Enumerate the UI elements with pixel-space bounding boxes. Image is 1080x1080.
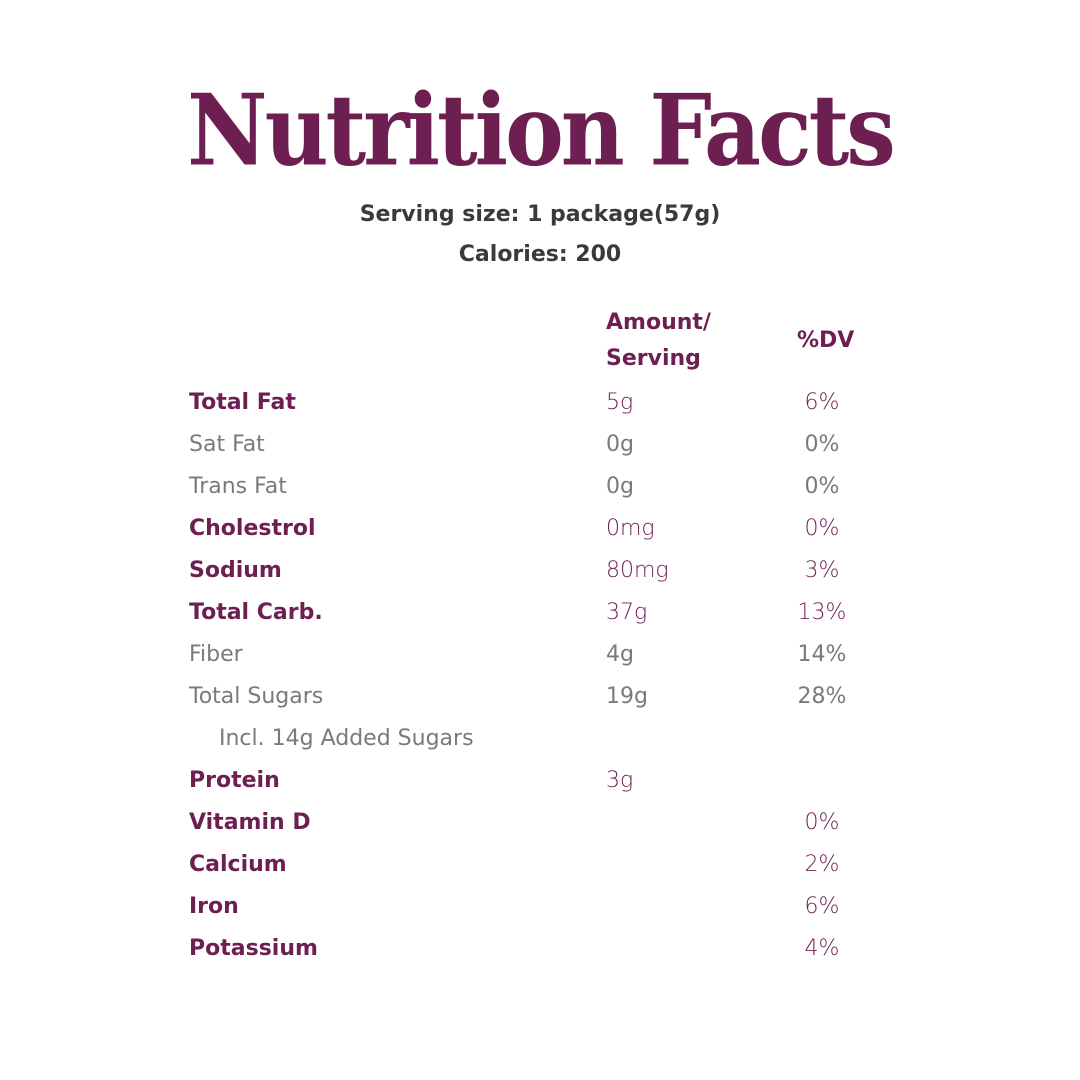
table-row: Iron 6% (0, 886, 1080, 928)
nutrient-label: Sat Fat (189, 432, 265, 457)
nutrient-label: Trans Fat (189, 474, 287, 499)
amount-header-line2: Serving (606, 346, 701, 371)
nutrient-label: Vitamin D (189, 810, 311, 835)
table-row: Cholestrol 0mg 0% (0, 508, 1080, 550)
dv-value: 2% (804, 852, 840, 877)
table-row: Total Sugars 19g 28% (0, 676, 1080, 718)
amount-value: 0g (606, 432, 634, 457)
dv-value: 0% (804, 432, 840, 457)
table-row: Total Fat 5g 6% (0, 382, 1080, 424)
table-row: Trans Fat 0g 0% (0, 466, 1080, 508)
dv-value: 0% (804, 810, 840, 835)
amount-value: 5g (606, 390, 634, 415)
nutrient-label: Iron (189, 894, 239, 919)
nutrient-label: Protein (189, 768, 280, 793)
table-row: Total Carb. 37g 13% (0, 592, 1080, 634)
amount-value: 3g (606, 768, 634, 793)
dv-value: 3% (804, 558, 840, 583)
dv-value: 13% (797, 600, 847, 625)
nutrient-label: Calcium (189, 852, 287, 877)
serving-size: Serving size: 1 package(57g) (359, 202, 721, 227)
nutrient-label: Sodium (189, 558, 282, 583)
dv-value: 0% (804, 474, 840, 499)
dv-value: 0% (804, 516, 840, 541)
table-row: Sat Fat 0g 0% (0, 424, 1080, 466)
dv-value: 4% (804, 936, 840, 961)
table-row: Sodium 80mg 3% (0, 550, 1080, 592)
amount-value: 80mg (606, 558, 669, 583)
table-row: Calcium 2% (0, 844, 1080, 886)
table-row: Vitamin D 0% (0, 802, 1080, 844)
table-row: Protein 3g (0, 760, 1080, 802)
nutrient-label: Incl. 14g Added Sugars (219, 726, 474, 751)
amount-value: 0g (606, 474, 634, 499)
nutrient-label: Total Sugars (189, 684, 324, 709)
amount-value: 37g (606, 600, 648, 625)
dv-value: 6% (804, 894, 840, 919)
dv-value: 6% (804, 390, 840, 415)
page-title: Nutrition Facts (187, 71, 896, 189)
calories: Calories: 200 (458, 242, 622, 267)
nutrient-label: Total Carb. (189, 600, 323, 625)
amount-header: Amount/ Serving (606, 305, 711, 377)
amount-header-line1: Amount/ (606, 310, 711, 335)
table-row: Incl. 14g Added Sugars (0, 718, 1080, 760)
amount-value: 4g (606, 642, 634, 667)
nutrient-label: Cholestrol (189, 516, 316, 541)
nutrient-label: Potassium (189, 936, 318, 961)
amount-value: 19g (606, 684, 648, 709)
dv-value: 28% (797, 684, 847, 709)
nutrient-label: Total Fat (189, 390, 296, 415)
dv-header: %DV (797, 328, 855, 353)
dv-value: 14% (797, 642, 847, 667)
amount-value: 0mg (606, 516, 655, 541)
nutrient-label: Fiber (189, 642, 243, 667)
table-row: Potassium 4% (0, 928, 1080, 970)
table-row: Fiber 4g 14% (0, 634, 1080, 676)
